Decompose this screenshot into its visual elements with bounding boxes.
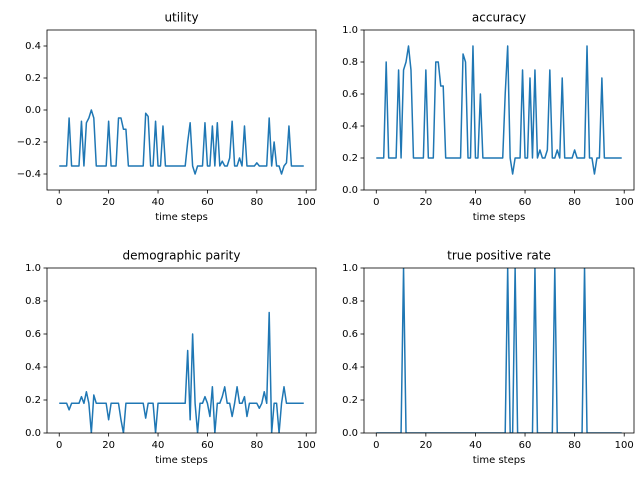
series-line: [376, 268, 622, 433]
subplot: 0 20 40 60 80 100 0.0 0.2 0.4 0.6 0.8 1.0 demographi…: [25, 249, 317, 466]
x-tick-label: 20: [102, 440, 115, 451]
axes-frame: [363, 267, 635, 434]
y-tick-label: 0.0: [342, 428, 358, 439]
axes-frame: [46, 29, 317, 191]
x-tick-label: 80: [568, 197, 581, 208]
x-tick-label: 60: [201, 440, 214, 451]
series-line: [59, 109, 304, 175]
y-tick-label: 0.8: [342, 296, 358, 307]
y-tick-label: −0.4: [17, 169, 41, 180]
y-tick-label: 0.4: [25, 41, 41, 52]
y-tick-label: 0.2: [25, 73, 41, 84]
y-tick-label: 0.0: [25, 105, 41, 116]
x-tick-label: 60: [519, 440, 532, 451]
x-axis-label: time steps: [155, 212, 208, 223]
y-tick-label: 0.4: [25, 362, 41, 373]
y-tick-label: 0.2: [25, 395, 41, 406]
x-tick-label: 60: [519, 197, 532, 208]
x-tick-label: 60: [201, 197, 214, 208]
y-tick-label: 0.4: [342, 121, 358, 132]
x-tick-label: 100: [615, 440, 634, 451]
axes-frame: [363, 29, 635, 191]
x-tick-label: 100: [297, 440, 316, 451]
x-axis-label: time steps: [473, 212, 526, 223]
x-tick-label: 80: [250, 440, 263, 451]
x-tick-label: 40: [152, 440, 165, 451]
axes-frame: [46, 267, 317, 434]
x-axis-label: time steps: [155, 455, 208, 466]
y-tick-label: 0.2: [342, 395, 358, 406]
x-tick-label: 0: [373, 197, 379, 208]
x-tick-label: 80: [568, 440, 581, 451]
y-tick-label: −0.2: [17, 137, 41, 148]
subplot: 0 20 40 60 80 100 0.0 0.2 0.4 0.6 0.8 1.0 accuracy ti…: [342, 11, 635, 223]
x-tick-label: 20: [102, 197, 115, 208]
y-tick-label: 0.2: [342, 153, 358, 164]
subplot-title: accuracy: [472, 11, 526, 25]
y-tick-label: 1.0: [25, 263, 41, 274]
x-tick-label: 20: [419, 440, 432, 451]
x-tick-label: 100: [297, 197, 316, 208]
y-tick-label: 1.0: [342, 25, 358, 36]
x-tick-label: 0: [56, 440, 62, 451]
subplot-title: demographic parity: [123, 249, 241, 263]
x-tick-label: 40: [469, 440, 482, 451]
y-tick-label: 0.6: [342, 329, 358, 340]
x-tick-label: 0: [373, 440, 379, 451]
series-line: [59, 311, 304, 433]
subplot-title: true positive rate: [447, 249, 551, 263]
series-line: [376, 45, 622, 175]
y-tick-label: 0.6: [342, 89, 358, 100]
x-tick-label: 20: [419, 197, 432, 208]
subplot-title: utility: [164, 11, 198, 25]
x-tick-label: 40: [469, 197, 482, 208]
y-tick-label: 0.0: [25, 428, 41, 439]
y-tick-label: 0.8: [25, 296, 41, 307]
x-tick-label: 80: [250, 197, 263, 208]
y-tick-label: 0.6: [25, 329, 41, 340]
y-tick-label: 0.8: [342, 57, 358, 68]
y-tick-label: 1.0: [342, 263, 358, 274]
x-tick-label: 40: [152, 197, 165, 208]
y-tick-label: 0.0: [342, 185, 358, 196]
subplot: 0 20 40 60 80 100 0.0 0.2 0.4 0.6 0.8 1.0 true posit…: [342, 249, 635, 466]
y-tick-label: 0.4: [342, 362, 358, 373]
x-axis-label: time steps: [473, 455, 526, 466]
subplot: 0 20 40 60 80 100 −0.4 −0.2 0.0 0.2 0.4 utility time…: [17, 11, 317, 223]
x-tick-label: 100: [615, 197, 634, 208]
x-tick-label: 0: [56, 197, 62, 208]
